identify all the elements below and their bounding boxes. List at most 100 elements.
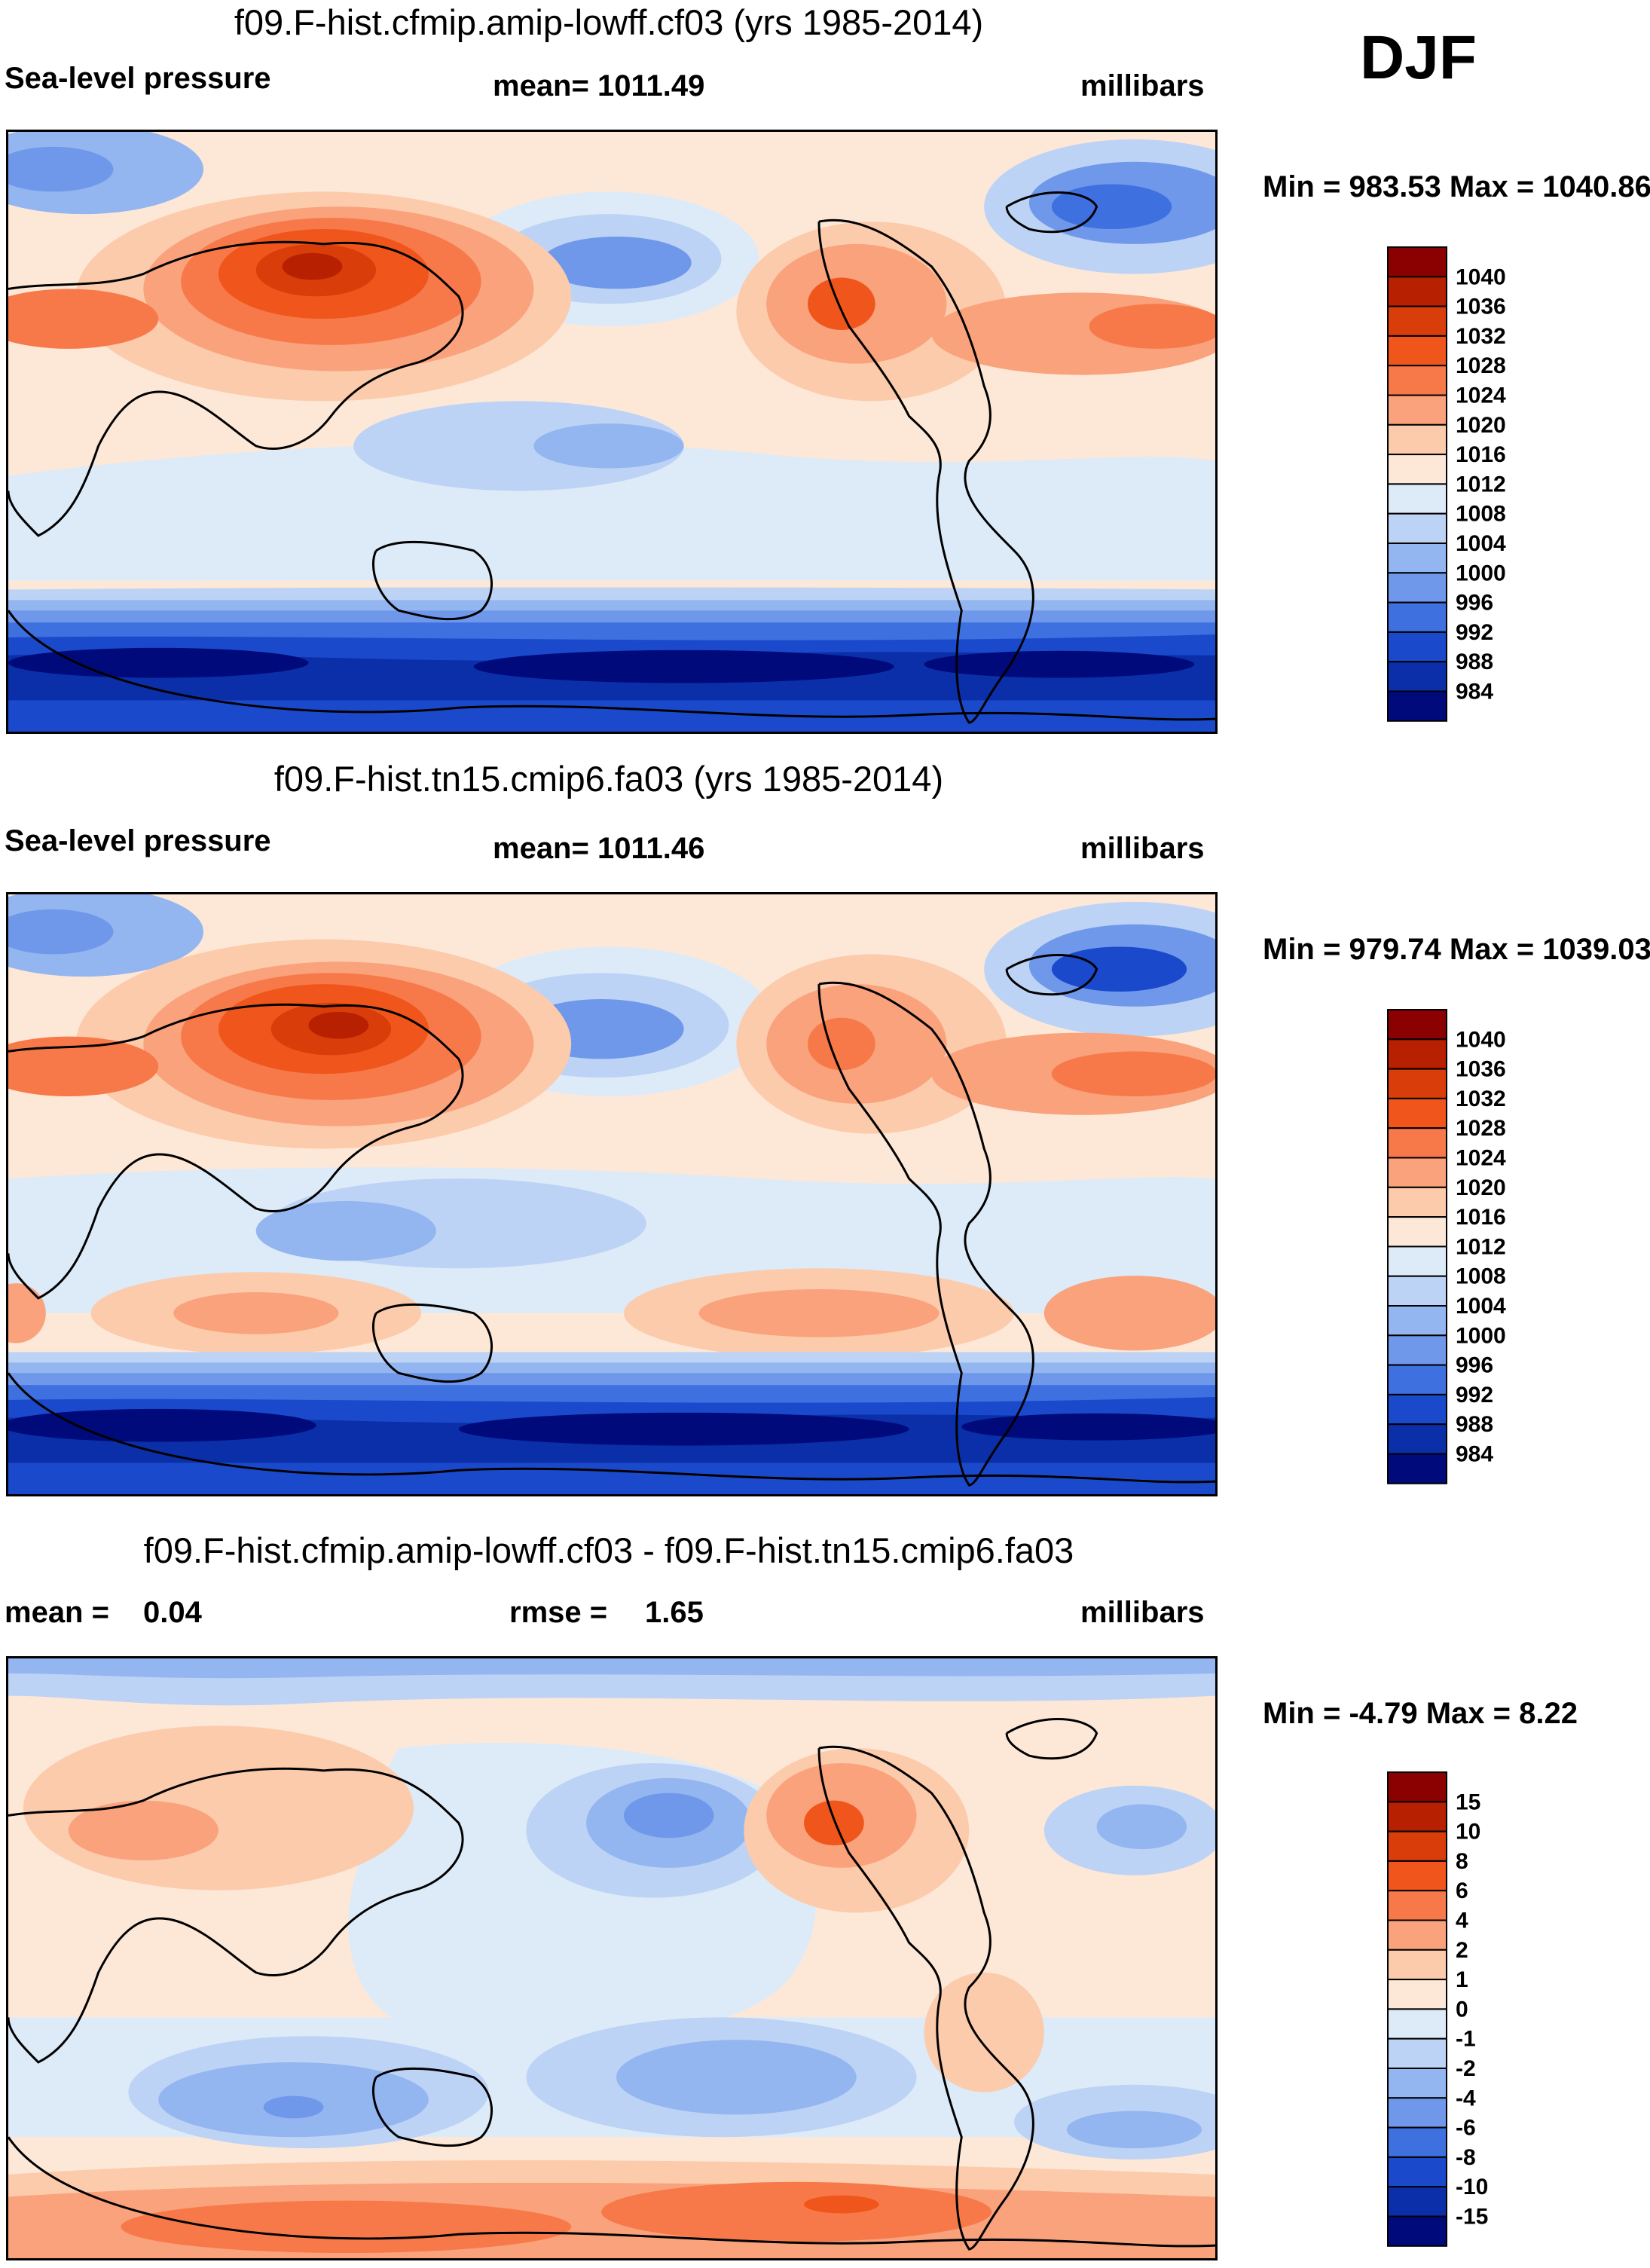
colorbar-tick-label: 996 <box>1456 1353 1493 1378</box>
colorbar-swatch <box>1387 423 1447 456</box>
colorbar-swatch <box>1387 2126 1447 2158</box>
colorbar-swatch <box>1387 2186 1447 2218</box>
colorbar-tick-label: 992 <box>1456 620 1493 645</box>
colorbar-tick-label: 1028 <box>1456 353 1506 378</box>
colorbar-swatch <box>1387 1860 1447 1892</box>
panel2-mean: mean= 1011.46 <box>493 832 705 865</box>
colorbar-tick-label: -6 <box>1456 2116 1476 2141</box>
colorbar-tick-label: 10 <box>1456 1820 1480 1845</box>
colorbar-swatch <box>1387 2008 1447 2040</box>
colorbar-tick-label: 1028 <box>1456 1116 1506 1141</box>
panel2-map <box>6 892 1218 1496</box>
colorbar-tick-label: 4 <box>1456 1909 1468 1933</box>
colorbar-tick-label: -8 <box>1456 2145 1476 2170</box>
colorbar-tick-label: 1012 <box>1456 472 1506 497</box>
colorbar-swatch <box>1387 2068 1447 2099</box>
colorbar-tick-label: 1012 <box>1456 1234 1506 1259</box>
colorbar-swatch <box>1387 2156 1447 2188</box>
colorbar-tick-label: 1032 <box>1456 1087 1506 1111</box>
panel1-title: f09.F-hist.cfmip.amip-lowff.cf03 (yrs 19… <box>234 2 984 42</box>
colorbar-tick-label: 1040 <box>1456 1027 1506 1052</box>
panel2-title: f09.F-hist.tn15.cmip6.fa03 (yrs 1985-201… <box>273 759 944 799</box>
panel3-minmax: Min = -4.79 Max = 8.22 <box>1263 1697 1578 1730</box>
colorbar-tick-label: 1040 <box>1456 264 1506 289</box>
colorbar-tick-label: 1016 <box>1456 1205 1506 1230</box>
colorbar-swatch <box>1387 1801 1447 1832</box>
colorbar-swatch <box>1387 1453 1447 1484</box>
colorbar-swatch <box>1387 1393 1447 1426</box>
colorbar-swatch <box>1387 1364 1447 1395</box>
panel3-colorbar: 15 10 8 6 4 2 1 0 -1 -2 -4 -6 -8 -10 -15 <box>1387 1771 1488 2247</box>
season-label: DJF <box>1360 23 1477 92</box>
colorbar-swatch <box>1387 1157 1447 1188</box>
colorbar-tick-label: 8 <box>1456 1849 1468 1874</box>
colorbar-swatch <box>1387 1334 1447 1366</box>
colorbar-swatch <box>1387 1979 1447 2010</box>
colorbar-tick-label: 1008 <box>1456 502 1506 527</box>
colorbar-tick-label: 988 <box>1456 1412 1493 1437</box>
colorbar-tick-label: 1036 <box>1456 1057 1506 1082</box>
panel3-map <box>6 1656 1218 2260</box>
colorbar-swatch <box>1387 1068 1447 1099</box>
colorbar-tick-label: 2 <box>1456 1938 1468 1963</box>
colorbar-swatch <box>1387 1949 1447 1981</box>
colorbar-swatch <box>1387 1919 1447 1951</box>
panel1-colorbar: 1040 1036 1032 1028 1024 1020 1016 1012 1008 1004… <box>1387 246 1506 722</box>
panel3-units: millibars <box>1080 1596 1205 1629</box>
panel3-mean-label: mean = <box>5 1596 109 1629</box>
colorbar-tick-label: 1032 <box>1456 324 1506 349</box>
colorbar-swatch <box>1387 1830 1447 1862</box>
colorbar-tick-label: 996 <box>1456 591 1493 616</box>
colorbar-swatch <box>1387 512 1447 545</box>
colorbar-tick-label: 1 <box>1456 1967 1468 1992</box>
colorbar-tick-label: 1016 <box>1456 442 1506 467</box>
panel3-rmse-label: rmse = <box>509 1596 608 1629</box>
colorbar-tick-label: -4 <box>1456 2086 1476 2111</box>
colorbar-swatch <box>1387 1216 1447 1248</box>
colorbar-swatch <box>1387 690 1447 722</box>
colorbar-swatch <box>1387 454 1447 485</box>
panel2-colorbar-svg: 1040 1036 1032 1028 1024 1020 1016 1012 1008 1004… <box>1387 1009 1506 1484</box>
colorbar-swatch <box>1387 1009 1447 1041</box>
colorbar-swatch <box>1387 276 1447 307</box>
colorbar-tick-label: 0 <box>1456 1997 1468 2022</box>
panel3-mean-value: 0.04 <box>143 1596 202 1629</box>
panel1-units: millibars <box>1080 69 1205 102</box>
colorbar-swatch <box>1387 572 1447 604</box>
colorbar-swatch <box>1387 661 1447 692</box>
colorbar-tick-label: 988 <box>1456 650 1493 674</box>
colorbar-swatch <box>1387 1890 1447 1921</box>
colorbar-swatch <box>1387 1423 1447 1455</box>
colorbar-tick-label: 1008 <box>1456 1264 1506 1289</box>
colorbar-tick-label: 1024 <box>1456 1146 1506 1171</box>
colorbar-tick-label: 6 <box>1456 1878 1468 1903</box>
panel2-colorbar: 1040 1036 1032 1028 1024 1020 1016 1012 1008 1004… <box>1387 1009 1506 1484</box>
colorbar-swatch <box>1387 2097 1447 2129</box>
colorbar-tick-label: 1020 <box>1456 413 1506 438</box>
colorbar-tick-label: 1020 <box>1456 1175 1506 1200</box>
colorbar-tick-label: 1036 <box>1456 295 1506 319</box>
colorbar-tick-label: 1024 <box>1456 384 1506 408</box>
colorbar-tick-label: -1 <box>1456 2027 1476 2052</box>
colorbar-swatch <box>1387 335 1447 367</box>
panel1-colorbar-svg: 1040 1036 1032 1028 1024 1020 1016 1012 1008 1004… <box>1387 246 1506 722</box>
colorbar-swatch <box>1387 1275 1447 1307</box>
colorbar-swatch <box>1387 1305 1447 1337</box>
panel3-title: f09.F-hist.cfmip.amip-lowff.cf03 - f09.F… <box>143 1530 1074 1570</box>
panel3-rmse-value: 1.65 <box>645 1596 704 1629</box>
colorbar-swatch <box>1387 543 1447 574</box>
colorbar-swatch <box>1387 601 1447 633</box>
colorbar-tick-label: 984 <box>1456 1442 1493 1467</box>
colorbar-swatch <box>1387 394 1447 426</box>
colorbar-tick-label: -2 <box>1456 2056 1476 2081</box>
colorbar-tick-label: 1004 <box>1456 1294 1506 1319</box>
colorbar-swatch <box>1387 305 1447 337</box>
colorbar-swatch <box>1387 1186 1447 1218</box>
colorbar-swatch <box>1387 1771 1447 1803</box>
colorbar-tick-label: 984 <box>1456 680 1493 705</box>
colorbar-swatch <box>1387 246 1447 278</box>
colorbar-tick-label: -10 <box>1456 2175 1488 2199</box>
panel2-variable: Sea-level pressure <box>5 824 271 857</box>
colorbar-tick-label: 15 <box>1456 1790 1480 1814</box>
